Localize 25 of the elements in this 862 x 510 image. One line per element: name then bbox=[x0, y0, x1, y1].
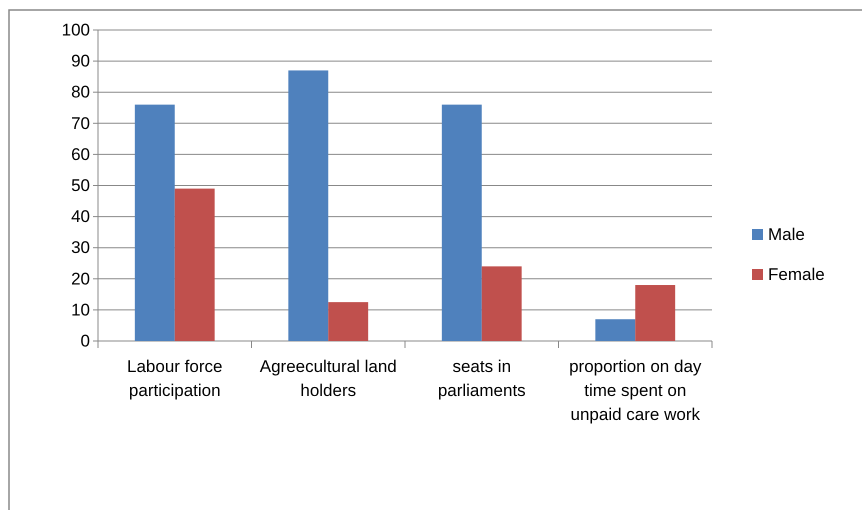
y-tick-label: 30 bbox=[71, 238, 90, 258]
y-tick-label: 20 bbox=[71, 269, 90, 288]
y-tick-label: 70 bbox=[71, 114, 90, 133]
y-tick-label: 10 bbox=[71, 300, 90, 320]
bar bbox=[595, 319, 636, 341]
y-tick-label: 60 bbox=[71, 144, 90, 164]
x-tick-label: Agreecultural land holders bbox=[260, 357, 397, 400]
x-tick-label: proportion on day time spent on unpaid care work bbox=[569, 357, 702, 424]
bar bbox=[328, 302, 368, 341]
legend-label: Male bbox=[768, 225, 805, 244]
bar bbox=[635, 285, 676, 341]
x-tick-label: seats in parliaments bbox=[438, 357, 526, 400]
x-tick-label: Labour force participation bbox=[127, 357, 222, 400]
y-tick-label: 50 bbox=[71, 176, 90, 195]
bar bbox=[134, 104, 175, 341]
y-tick-label: 100 bbox=[62, 20, 90, 40]
y-tick-label: 80 bbox=[71, 82, 90, 102]
bar bbox=[442, 104, 482, 341]
y-tick-label: 40 bbox=[71, 207, 90, 226]
y-tick-label: 0 bbox=[80, 331, 90, 350]
legend-label: Female bbox=[768, 265, 825, 284]
bar bbox=[288, 70, 328, 341]
y-tick-label: 90 bbox=[71, 52, 90, 71]
bar bbox=[482, 266, 522, 341]
bar bbox=[174, 188, 215, 341]
